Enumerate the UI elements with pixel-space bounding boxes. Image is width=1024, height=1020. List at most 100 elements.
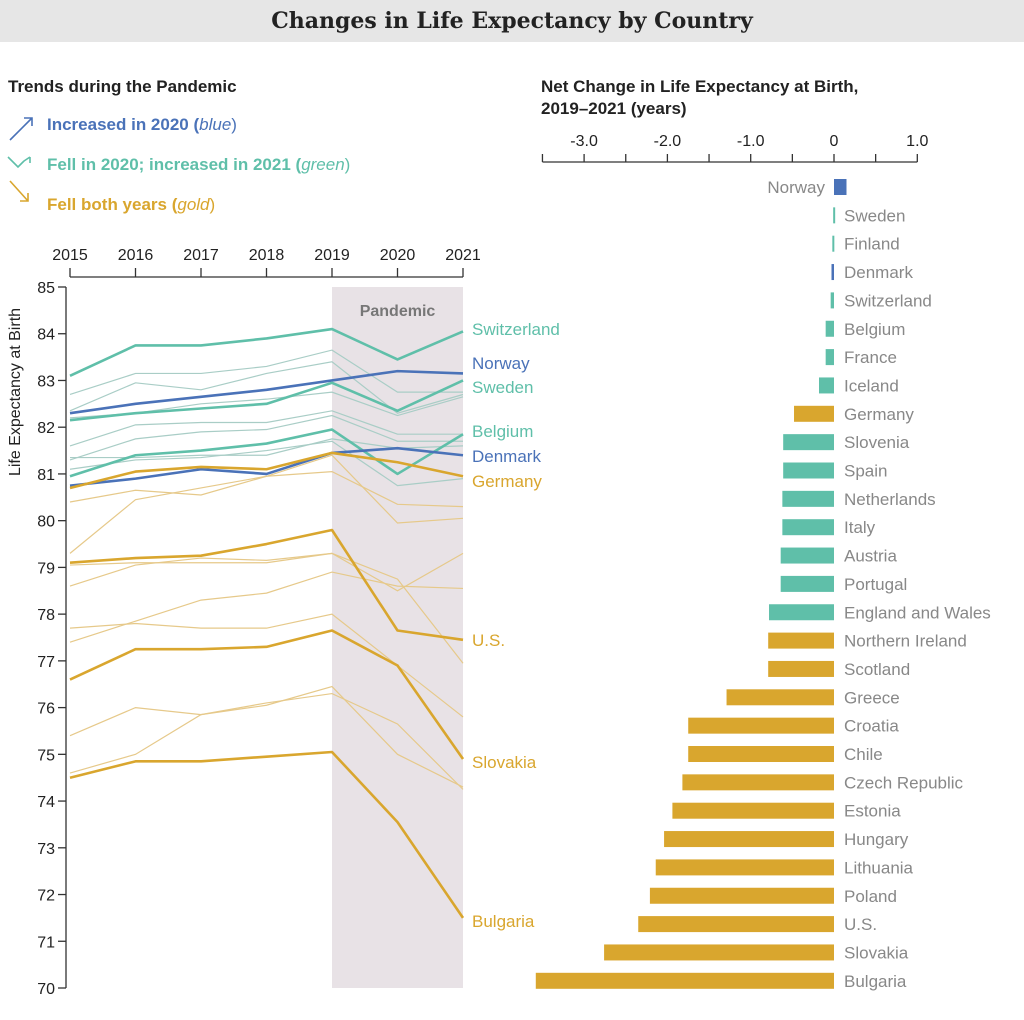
bar-france xyxy=(825,349,834,366)
bar-portugal xyxy=(780,575,834,592)
bar-iceland xyxy=(819,377,834,394)
series-line-belgium xyxy=(69,428,464,478)
legend-label: Fell both years ( xyxy=(47,195,178,214)
bar-finland xyxy=(832,235,835,252)
series-line-germany xyxy=(69,451,464,490)
bar-label-belgium: Belgium xyxy=(844,320,905,339)
bar-spain xyxy=(783,462,834,479)
series-label-norway: Norway xyxy=(472,354,530,373)
bar-label-scotland: Scotland xyxy=(844,660,910,679)
series-line-bulgaria xyxy=(69,750,465,919)
bar-northern-ireland xyxy=(768,632,834,649)
background-line-gold xyxy=(69,552,464,664)
bar-label-northern-ireland: Northern Ireland xyxy=(844,632,967,651)
series-line-slovakia xyxy=(69,629,465,760)
bar-norway xyxy=(834,179,847,195)
bar-x-tick-label: 0 xyxy=(830,133,839,150)
legend-note: blue xyxy=(199,115,231,134)
series-label-belgium: Belgium xyxy=(472,422,533,441)
bar-chart-title-line: Net Change in Life Expectancy at Birth, xyxy=(541,77,858,96)
legend-item-green: Fell in 2020; increased in 2021 (green) xyxy=(47,155,350,174)
x-tick-label: 2020 xyxy=(380,247,416,264)
bar-scotland xyxy=(768,660,834,677)
background-line-green xyxy=(69,440,464,487)
bar-switzerland xyxy=(830,292,834,309)
bar-netherlands xyxy=(782,490,834,507)
bar-austria xyxy=(780,547,834,564)
x-tick-label: 2016 xyxy=(118,247,154,264)
bar-x-tick-label: -2.0 xyxy=(654,133,682,150)
bar-czech-republic xyxy=(682,774,834,791)
background-line-gold xyxy=(69,571,464,643)
y-tick-label: 83 xyxy=(37,373,55,390)
series-label-denmark: Denmark xyxy=(472,447,541,466)
bar-label-portugal: Portugal xyxy=(844,575,907,594)
bar-u-s xyxy=(638,916,834,933)
figure-title: Changes in Life Expectancy by Country xyxy=(271,8,753,34)
y-tick-label: 81 xyxy=(37,467,55,484)
x-tick-label: 2017 xyxy=(183,247,219,264)
bar-label-sweden: Sweden xyxy=(844,206,905,225)
dip-then-rise-icon xyxy=(7,156,31,169)
bar-label-bulgaria: Bulgaria xyxy=(844,972,907,991)
series-label-germany: Germany xyxy=(472,472,542,491)
legend-paren: ) xyxy=(231,115,237,134)
series-label-sweden: Sweden xyxy=(472,378,533,397)
legend-label: Fell in 2020; increased in 2021 ( xyxy=(47,155,302,174)
background-line-gold xyxy=(69,685,464,788)
legend-heading: Trends during the Pandemic xyxy=(8,77,237,96)
legend-paren: ) xyxy=(210,195,216,214)
bar-x-tick-label: -1.0 xyxy=(737,133,765,150)
series-line-sweden xyxy=(69,379,464,422)
series-label-u-s: U.S. xyxy=(472,631,505,650)
legend-item-gold: Fell both years (gold) xyxy=(47,195,215,214)
bar-x-tick-label: 1.0 xyxy=(906,133,928,150)
bar-germany xyxy=(794,405,834,422)
y-tick-label: 75 xyxy=(37,747,55,764)
bar-denmark xyxy=(831,264,834,281)
background-line-green xyxy=(69,410,463,447)
bar-england-and-wales xyxy=(769,604,834,621)
bar-sweden xyxy=(833,207,836,224)
y-tick-label: 77 xyxy=(37,654,55,671)
bar-label-chile: Chile xyxy=(844,745,883,764)
background-line-gold xyxy=(69,692,464,790)
background-line-green xyxy=(69,361,464,414)
legend-note: green xyxy=(301,155,344,174)
bar-label-france: France xyxy=(844,348,897,367)
bar-label-finland: Finland xyxy=(844,235,900,254)
bar-label-croatia: Croatia xyxy=(844,717,899,736)
y-tick-label: 80 xyxy=(37,514,55,531)
legend: Increased in 2020 (blue) Fell in 2020; in… xyxy=(7,115,350,214)
bar-slovenia xyxy=(783,434,834,451)
y-tick-label: 78 xyxy=(37,607,55,624)
series-label-switzerland: Switzerland xyxy=(472,320,560,339)
bar-label-germany: Germany xyxy=(844,405,914,424)
bar-label-norway: Norway xyxy=(767,178,825,197)
y-tick-label: 74 xyxy=(37,794,55,811)
bar-slovakia xyxy=(604,944,834,961)
y-tick-label: 85 xyxy=(37,280,55,297)
background-line-green xyxy=(69,414,463,461)
x-tick-label: 2019 xyxy=(314,247,350,264)
bar-bulgaria xyxy=(535,972,834,989)
y-tick-label: 71 xyxy=(37,934,55,951)
legend-label: Increased in 2020 ( xyxy=(47,115,199,134)
bar-hungary xyxy=(664,831,834,848)
bar-label-u-s: U.S. xyxy=(844,915,877,934)
bar-label-slovakia: Slovakia xyxy=(844,943,909,962)
bar-label-slovenia: Slovenia xyxy=(844,433,910,452)
bar-x-tick-label: -3.0 xyxy=(570,133,598,150)
legend-item-blue: Increased in 2020 (blue) xyxy=(47,115,237,134)
bar-label-denmark: Denmark xyxy=(844,263,913,282)
bar-label-czech-republic: Czech Republic xyxy=(844,773,964,792)
series-line-u-s xyxy=(69,528,464,642)
series-line-norway xyxy=(69,369,464,415)
bar-estonia xyxy=(672,802,834,819)
x-tick-label: 2018 xyxy=(249,247,285,264)
series-line-denmark xyxy=(69,446,464,487)
x-tick-label: 2015 xyxy=(52,247,88,264)
bar-chart: Net Change in Life Expectancy at Birth, 2… xyxy=(535,77,991,991)
